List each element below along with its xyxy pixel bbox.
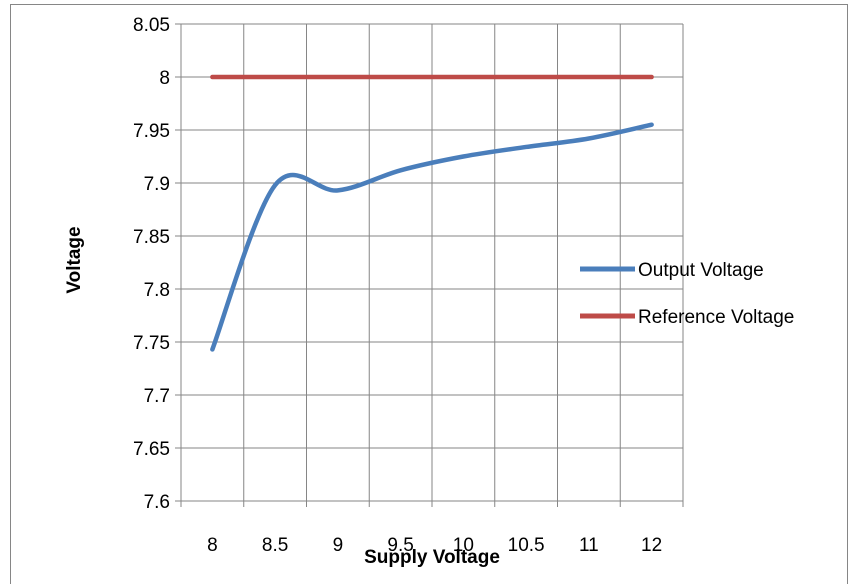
axes [175, 23, 684, 507]
legend-item-reference-voltage: Reference Voltage [580, 307, 794, 328]
y-tick-label: 7.75 [133, 333, 170, 354]
y-tick-label: 7.85 [133, 227, 170, 248]
y-tick-label: 7.95 [133, 121, 170, 142]
legend: Output Voltage Reference Voltage [580, 260, 794, 328]
y-tick-label: 8.05 [133, 15, 170, 36]
grid-lines [181, 23, 684, 501]
legend-label-reference-voltage: Reference Voltage [638, 307, 794, 328]
series-line-output-voltage [210, 122, 654, 352]
y-tick-label: 7.9 [144, 174, 170, 195]
x-axis-ticks: 8 8.5 9 9.5 10 10.5 11 12 [207, 535, 662, 556]
chart-frame [10, 4, 848, 584]
x-axis-title: Supply Voltage [364, 547, 500, 568]
x-tick-label: 11 [579, 535, 599, 556]
y-tick-label: 8 [159, 68, 170, 89]
series-layer [210, 74, 654, 352]
y-tick-label: 7.6 [144, 492, 170, 513]
legend-label-output-voltage: Output Voltage [638, 260, 764, 281]
y-axis-ticks: 8.05 8 7.95 7.9 7.85 7.8 7.75 7.7 7.65 7.6 [133, 15, 170, 513]
x-tick-label: 8.5 [262, 535, 288, 556]
x-tick-label: 12 [641, 535, 662, 556]
x-tick-label: 9.5 [387, 535, 413, 556]
y-tick-label: 7.8 [144, 280, 170, 301]
line-chart: 8.05 8 7.95 7.9 7.85 7.8 7.75 7.7 7.65 7.6 8 8.5 9 9… [64, 15, 794, 568]
x-tick-label: 9 [333, 535, 344, 556]
y-tick-label: 7.65 [133, 439, 170, 460]
y-tick-label: 7.7 [144, 386, 170, 407]
x-tick-label: 10.5 [508, 535, 545, 556]
x-tick-label: 8 [207, 535, 218, 556]
y-axis-title: Voltage [64, 226, 85, 293]
x-tick-label: 10 [453, 535, 474, 556]
legend-item-output-voltage: Output Voltage [580, 260, 764, 281]
